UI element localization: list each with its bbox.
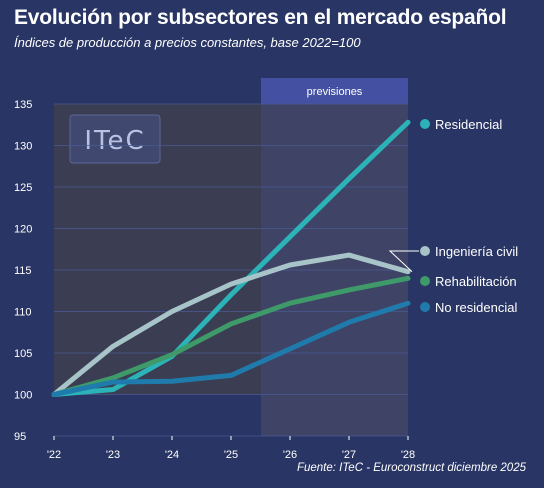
logo-text: ITeC bbox=[84, 126, 145, 156]
y-tick-label: 110 bbox=[14, 307, 32, 319]
legend-marker-2 bbox=[420, 276, 430, 286]
y-tick-label: 125 bbox=[14, 182, 32, 194]
x-tick-label: '23 bbox=[106, 449, 120, 461]
y-tick-label: 115 bbox=[14, 265, 32, 277]
series-line-3 bbox=[51, 300, 411, 397]
x-tick-label: '25 bbox=[224, 449, 238, 461]
legend-marker-3 bbox=[420, 302, 430, 312]
legend-marker-0 bbox=[420, 119, 430, 129]
series-label-2: Rehabilitación bbox=[435, 274, 517, 289]
gridlines bbox=[54, 103, 408, 437]
source-note: Fuente: ITeC - Euroconstruct diciembre 2… bbox=[296, 462, 526, 474]
series-line-1 bbox=[51, 252, 411, 397]
forecast-header bbox=[261, 78, 408, 104]
y-tick-label: 120 bbox=[14, 224, 32, 236]
y-tick-label: 135 bbox=[14, 99, 32, 111]
leader-line-1 bbox=[388, 250, 419, 273]
series-line-0 bbox=[51, 119, 411, 397]
series-label-0: Residencial bbox=[435, 117, 502, 132]
chart-subtitle: Índices de producción a precios constant… bbox=[14, 35, 361, 50]
y-tick-label: 105 bbox=[14, 348, 32, 360]
x-tick-label: '27 bbox=[342, 449, 356, 461]
y-tick-label: 100 bbox=[14, 390, 32, 402]
series-lines bbox=[51, 119, 411, 397]
series-label-3: No residencial bbox=[435, 300, 517, 315]
legend: Residencial Ingeniería civil Rehabilitació… bbox=[388, 117, 518, 315]
series-line-2 bbox=[51, 275, 411, 397]
y-tick-label: 95 bbox=[14, 431, 26, 443]
x-tick-label: '26 bbox=[283, 449, 297, 461]
x-axis: '22 '23 '24 '25 '26 '27 '28 bbox=[47, 436, 415, 461]
x-tick-label: '22 bbox=[47, 449, 61, 461]
forecast-label: previsiones bbox=[307, 86, 363, 98]
y-axis: 95 100 105 110 115 120 125 130 135 bbox=[14, 99, 32, 443]
x-tick-label: '28 bbox=[401, 449, 415, 461]
x-tick-label: '24 bbox=[165, 449, 179, 461]
legend-marker-1 bbox=[420, 246, 430, 256]
chart-title: Evolución por subsectores en el mercado … bbox=[14, 6, 507, 29]
y-tick-label: 130 bbox=[14, 141, 32, 153]
series-label-1: Ingeniería civil bbox=[435, 244, 518, 259]
itec-logo: ITeC bbox=[69, 114, 161, 164]
